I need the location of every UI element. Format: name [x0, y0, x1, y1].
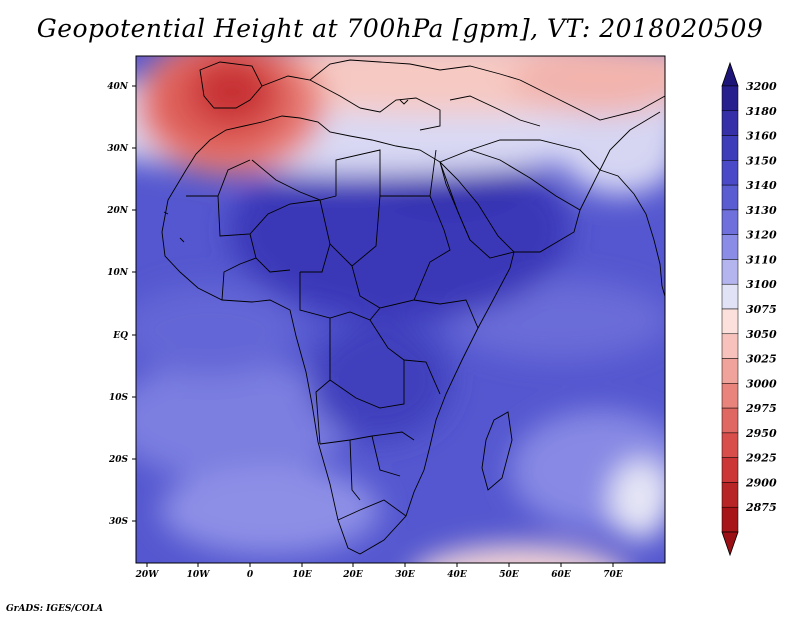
y-tick-label: 30S [109, 517, 129, 527]
legend-label: 3110 [746, 253, 777, 266]
x-tick-label: 10W [187, 570, 211, 580]
legend-label: 3150 [746, 154, 777, 167]
legend-swatch [721, 110, 739, 136]
legend-swatch [721, 457, 739, 483]
legend-label: 2925 [745, 452, 777, 465]
color-legend: 3200 3180 3160 3150 3140 3130 3120 3110 3100 3075… [721, 61, 777, 557]
x-tick-label: 30E [395, 570, 415, 580]
x-tick-label: 50E [499, 570, 519, 580]
legend-label: 3025 [746, 353, 777, 366]
legend-swatch [721, 283, 739, 310]
coastlines [161, 59, 665, 555]
x-axis: 20W 10W 0 10E 20E 30E 40E 50E 60E 70E [135, 570, 623, 580]
y-tick-label: 20S [108, 455, 129, 465]
legend-bottom-arrow [721, 531, 739, 557]
x-tick-label: 20E [342, 570, 363, 580]
legend-swatch [721, 160, 739, 186]
x-tick-label: 40E [447, 570, 467, 580]
legend-label: 2875 [745, 501, 777, 514]
height-field [136, 56, 665, 563]
legend-label: 2975 [745, 402, 777, 415]
legend-swatch [721, 333, 739, 359]
legend-swatch [721, 482, 739, 508]
y-tick-label: 30N [107, 144, 129, 154]
legend-label: 3160 [746, 130, 777, 143]
legend-label: 3075 [746, 303, 777, 316]
x-tick-label: 0 [247, 570, 254, 580]
legend-swatch [721, 234, 739, 260]
axis-tick-marks [132, 85, 614, 567]
legend-label: 3120 [746, 229, 777, 242]
x-tick-label: 20W [135, 570, 160, 580]
plot-frame [135, 55, 666, 564]
y-tick-label: 10N [107, 268, 129, 278]
legend-label: 3200 [746, 80, 777, 93]
legend-label: 3050 [746, 328, 777, 341]
legend-label: 3140 [746, 179, 777, 192]
legend-swatch [721, 209, 739, 235]
legend-label: 3000 [746, 377, 777, 390]
legend-swatch [721, 358, 739, 384]
legend-swatch [721, 184, 739, 211]
legend-swatch [721, 383, 739, 409]
y-axis: 40N 30N 20N 10N EQ 10S 20S 30S [106, 82, 129, 527]
chart-title: Geopotential Height at 700hPa [gpm], VT:… [36, 14, 764, 43]
legend-swatch [721, 308, 739, 335]
legend-swatch [721, 506, 739, 533]
legend-label: 3180 [746, 105, 777, 118]
legend-swatch [721, 85, 739, 112]
legend-swatch [721, 407, 739, 434]
legend-top-arrow [721, 61, 739, 87]
y-tick-label: 20N [106, 206, 129, 216]
x-tick-label: 60E [551, 570, 571, 580]
legend-swatch [721, 135, 739, 161]
legend-label: 2950 [745, 427, 777, 440]
y-tick-label: 40N [107, 82, 129, 92]
x-tick-label: 70E [603, 570, 623, 580]
y-tick-label: 10S [109, 393, 129, 403]
legend-swatch [721, 259, 739, 285]
legend-label: 3130 [746, 204, 777, 217]
legend-label: 3100 [746, 278, 777, 291]
y-tick-label: EQ [112, 331, 128, 341]
legend-label: 2900 [745, 476, 777, 489]
x-tick-label: 10E [292, 570, 312, 580]
legend-swatch [721, 432, 739, 458]
grads-credit: GrADS: IGES/COLA [6, 604, 104, 614]
